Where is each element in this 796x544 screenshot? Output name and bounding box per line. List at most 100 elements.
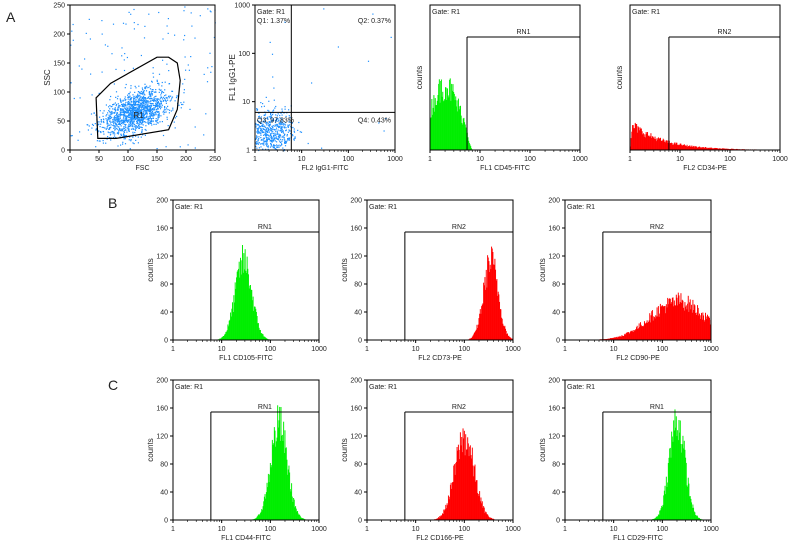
scatter-point — [146, 113, 148, 115]
histogram-bar — [653, 137, 655, 150]
histogram-bar — [254, 518, 256, 520]
scatter-point — [145, 109, 147, 112]
histogram-bar — [478, 496, 480, 520]
scatter-point — [124, 53, 126, 55]
scatter-point — [257, 120, 259, 122]
scatter-point — [135, 127, 137, 129]
histogram-bar — [447, 88, 449, 150]
scatter-point — [138, 123, 140, 125]
scatter-point — [140, 103, 142, 105]
histogram-bar — [474, 464, 476, 520]
scatter-point — [277, 145, 279, 147]
scatter-point — [183, 89, 185, 91]
histogram-bar — [711, 147, 713, 150]
scatter-point — [272, 140, 274, 142]
histogram-bar — [475, 330, 477, 340]
histogram-bar — [275, 446, 277, 520]
scatter-point — [136, 103, 138, 106]
scatter-point — [288, 115, 290, 117]
scatter-point — [279, 123, 281, 125]
scatter-point — [159, 103, 161, 105]
scatter-point — [105, 142, 107, 144]
scatter-point — [127, 100, 129, 103]
scatter-point — [262, 127, 264, 129]
histogram-bar — [483, 282, 485, 340]
histogram-bar — [433, 95, 435, 150]
scatter-point — [153, 91, 155, 93]
histogram-bar — [630, 330, 632, 340]
scatter-point — [145, 99, 147, 102]
scatter-point — [142, 114, 144, 116]
scatter-point — [126, 111, 128, 113]
x-axis-label: FL2 CD34-PE — [683, 165, 727, 172]
scatter-point — [127, 116, 129, 118]
scatter-point — [106, 123, 108, 125]
histogram-bar — [438, 79, 440, 150]
histogram-bar — [625, 334, 627, 340]
histogram-bar — [455, 463, 457, 520]
histogram-bar — [473, 476, 475, 520]
histogram-bar — [683, 145, 685, 150]
scatter-point — [150, 114, 152, 116]
scatter-point — [138, 127, 140, 129]
histogram-bar — [445, 508, 447, 520]
scatter-point — [155, 101, 157, 103]
histogram-bar — [255, 517, 257, 520]
scatter-point — [269, 124, 271, 126]
x-axis-label: FL1 CD105-FITC — [219, 355, 273, 362]
scatter-point — [127, 127, 129, 129]
histogram-bar — [653, 317, 655, 340]
scatter-point — [124, 105, 126, 107]
scatter-point — [256, 137, 258, 139]
y-axis-label: counts — [415, 66, 424, 90]
scatter-point — [161, 81, 163, 84]
scatter-point — [155, 120, 157, 122]
scatter-point — [151, 110, 154, 113]
histogram-bars — [594, 292, 712, 340]
scatter-point — [130, 104, 132, 106]
scatter-point — [259, 126, 261, 128]
histogram-bar — [246, 273, 247, 340]
histogram-bar — [675, 427, 677, 520]
scatter-point — [171, 90, 173, 92]
scatter-point — [299, 131, 301, 133]
scatter-point — [130, 122, 132, 124]
plot-frame — [69, 4, 216, 151]
x-tick-label: 1000 — [311, 526, 327, 533]
scatter-point — [115, 127, 117, 129]
scatter-point — [137, 136, 139, 138]
scatter-point — [210, 71, 212, 73]
scatter-point — [134, 116, 136, 118]
histogram-bar — [657, 306, 659, 340]
histogram-bar — [636, 124, 638, 150]
histogram-bar — [681, 302, 683, 340]
scatter-point — [126, 131, 128, 133]
histogram-bar — [487, 257, 489, 340]
scatter-point — [148, 105, 150, 107]
histogram-bar — [285, 447, 287, 520]
y-tick-label: 200 — [53, 32, 65, 39]
region-label: RN2 — [452, 224, 466, 231]
scatter-point — [141, 122, 143, 124]
scatter-point — [121, 111, 123, 113]
histogram-bar — [510, 337, 512, 340]
y-tick-label: 80 — [354, 462, 362, 469]
scatter-point — [158, 111, 160, 113]
quadrant-label-q2: Q2: 0.37% — [358, 18, 391, 25]
y-tick-label: 80 — [354, 282, 362, 289]
histogram-bar — [437, 95, 439, 150]
scatter-point — [174, 127, 176, 129]
scatter-point — [150, 95, 152, 97]
histogram-bar — [689, 299, 691, 340]
scatter-point — [276, 131, 279, 133]
scatter-point — [140, 102, 142, 105]
y-tick-label: 200 — [156, 198, 168, 205]
scatter-point — [121, 105, 123, 107]
histogram-bar — [483, 506, 485, 520]
histogram-bar — [455, 106, 457, 150]
histogram-bar — [477, 494, 479, 520]
scatter-point — [255, 122, 257, 125]
histogram-bar — [639, 327, 641, 340]
